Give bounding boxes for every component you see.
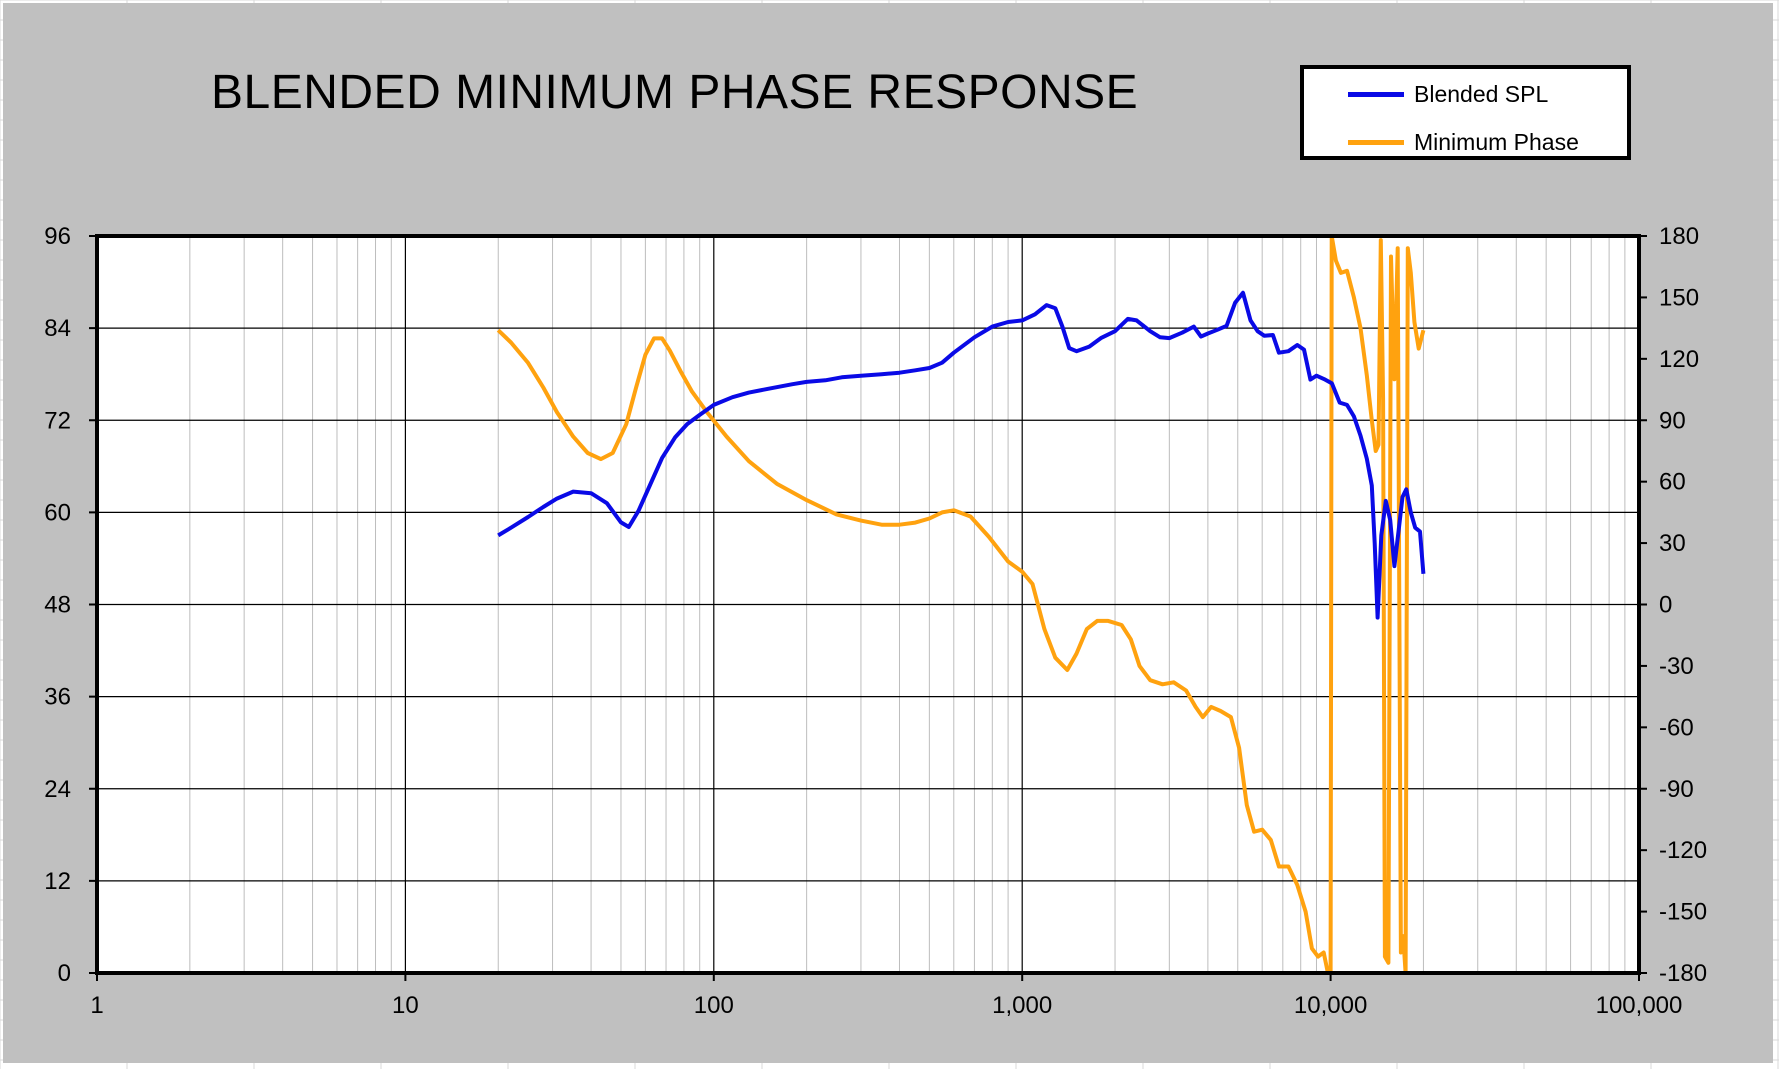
legend-swatch-blended-spl [1348,91,1404,97]
y-left-tick-label: 0 [58,960,71,987]
legend-entry-blended-spl: Blended SPL [1348,79,1548,109]
x-tick-label: 1 [90,992,103,1019]
y-right-tick-label: -120 [1659,837,1707,864]
chart-title: BLENDED MINIMUM PHASE RESPONSE [211,66,1139,119]
x-tick-label: 1,000 [992,992,1052,1019]
x-tick-label: 10,000 [1294,992,1367,1019]
y-right-tick-label: -30 [1659,653,1694,680]
y-right-tick-label: 30 [1659,530,1686,557]
y-right-tick-label: -60 [1659,714,1694,741]
y-right-tick-label: -150 [1659,899,1707,926]
y-left-tick-label: 24 [44,776,71,803]
legend: Blended SPL Minimum Phase [1300,65,1631,160]
y-left-tick-label: 96 [44,223,71,250]
y-right-tick-label: 180 [1659,223,1699,250]
y-right-tick-label: 120 [1659,346,1699,373]
legend-swatch-minimum-phase [1348,139,1404,145]
y-left-tick-label: 48 [44,592,71,619]
y-right-tick-label: -90 [1659,776,1694,803]
y-right-tick-label: 60 [1659,469,1686,496]
y-left-tick-label: 72 [44,407,71,434]
y-left-tick-label: 36 [44,684,71,711]
y-left-tick-label: 60 [44,499,71,526]
legend-label-blended-spl: Blended SPL [1414,80,1549,107]
y-right-tick-label: -180 [1659,960,1707,987]
y-right-tick-label: 0 [1659,592,1672,619]
legend-label-minimum-phase: Minimum Phase [1414,128,1579,155]
y-left-tick-label: 84 [44,315,71,342]
legend-entry-minimum-phase: Minimum Phase [1348,127,1579,157]
x-tick-label: 100,000 [1596,992,1683,1019]
y-left-tick-label: 12 [44,868,71,895]
y-right-tick-label: 150 [1659,284,1699,311]
x-tick-label: 100 [694,992,734,1019]
series-line-minimum-phase [496,236,1426,973]
series-line-blended-spl [497,290,1426,620]
y-right-tick-label: 90 [1659,407,1686,434]
x-tick-label: 10 [392,992,419,1019]
